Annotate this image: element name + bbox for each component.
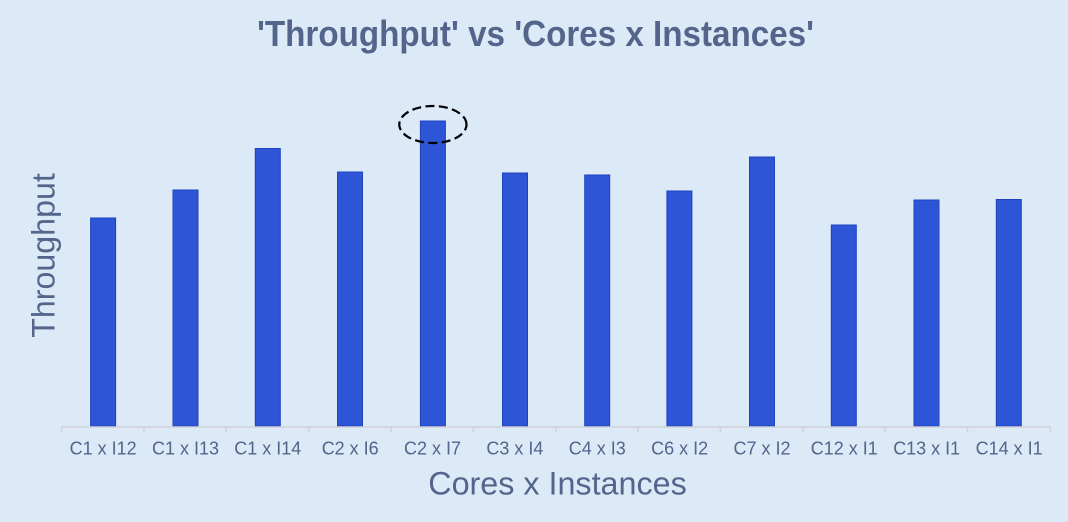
svg-text:C6 x I2: C6 x I2: [651, 438, 708, 459]
svg-text:C14 x I1: C14 x I1: [976, 438, 1043, 459]
svg-text:'Throughput' vs 'Cores x Insta: 'Throughput' vs 'Cores x Instances': [257, 13, 814, 54]
svg-text:C7 x I2: C7 x I2: [734, 438, 791, 459]
svg-text:C2 x I7: C2 x I7: [404, 438, 461, 459]
svg-text:C3 x I4: C3 x I4: [486, 438, 543, 459]
svg-text:C1 x I13: C1 x I13: [152, 438, 219, 459]
svg-text:Cores x Instances: Cores x Instances: [428, 466, 687, 502]
svg-text:C1 x I12: C1 x I12: [70, 438, 137, 459]
svg-text:C12 x I1: C12 x I1: [811, 438, 878, 459]
svg-text:C2 x I6: C2 x I6: [322, 438, 379, 459]
svg-text:C4 x I3: C4 x I3: [569, 438, 626, 459]
svg-text:C1 x I14: C1 x I14: [234, 438, 301, 459]
svg-text:Throughput: Throughput: [25, 173, 61, 338]
svg-text:C13 x I1: C13 x I1: [893, 438, 960, 459]
